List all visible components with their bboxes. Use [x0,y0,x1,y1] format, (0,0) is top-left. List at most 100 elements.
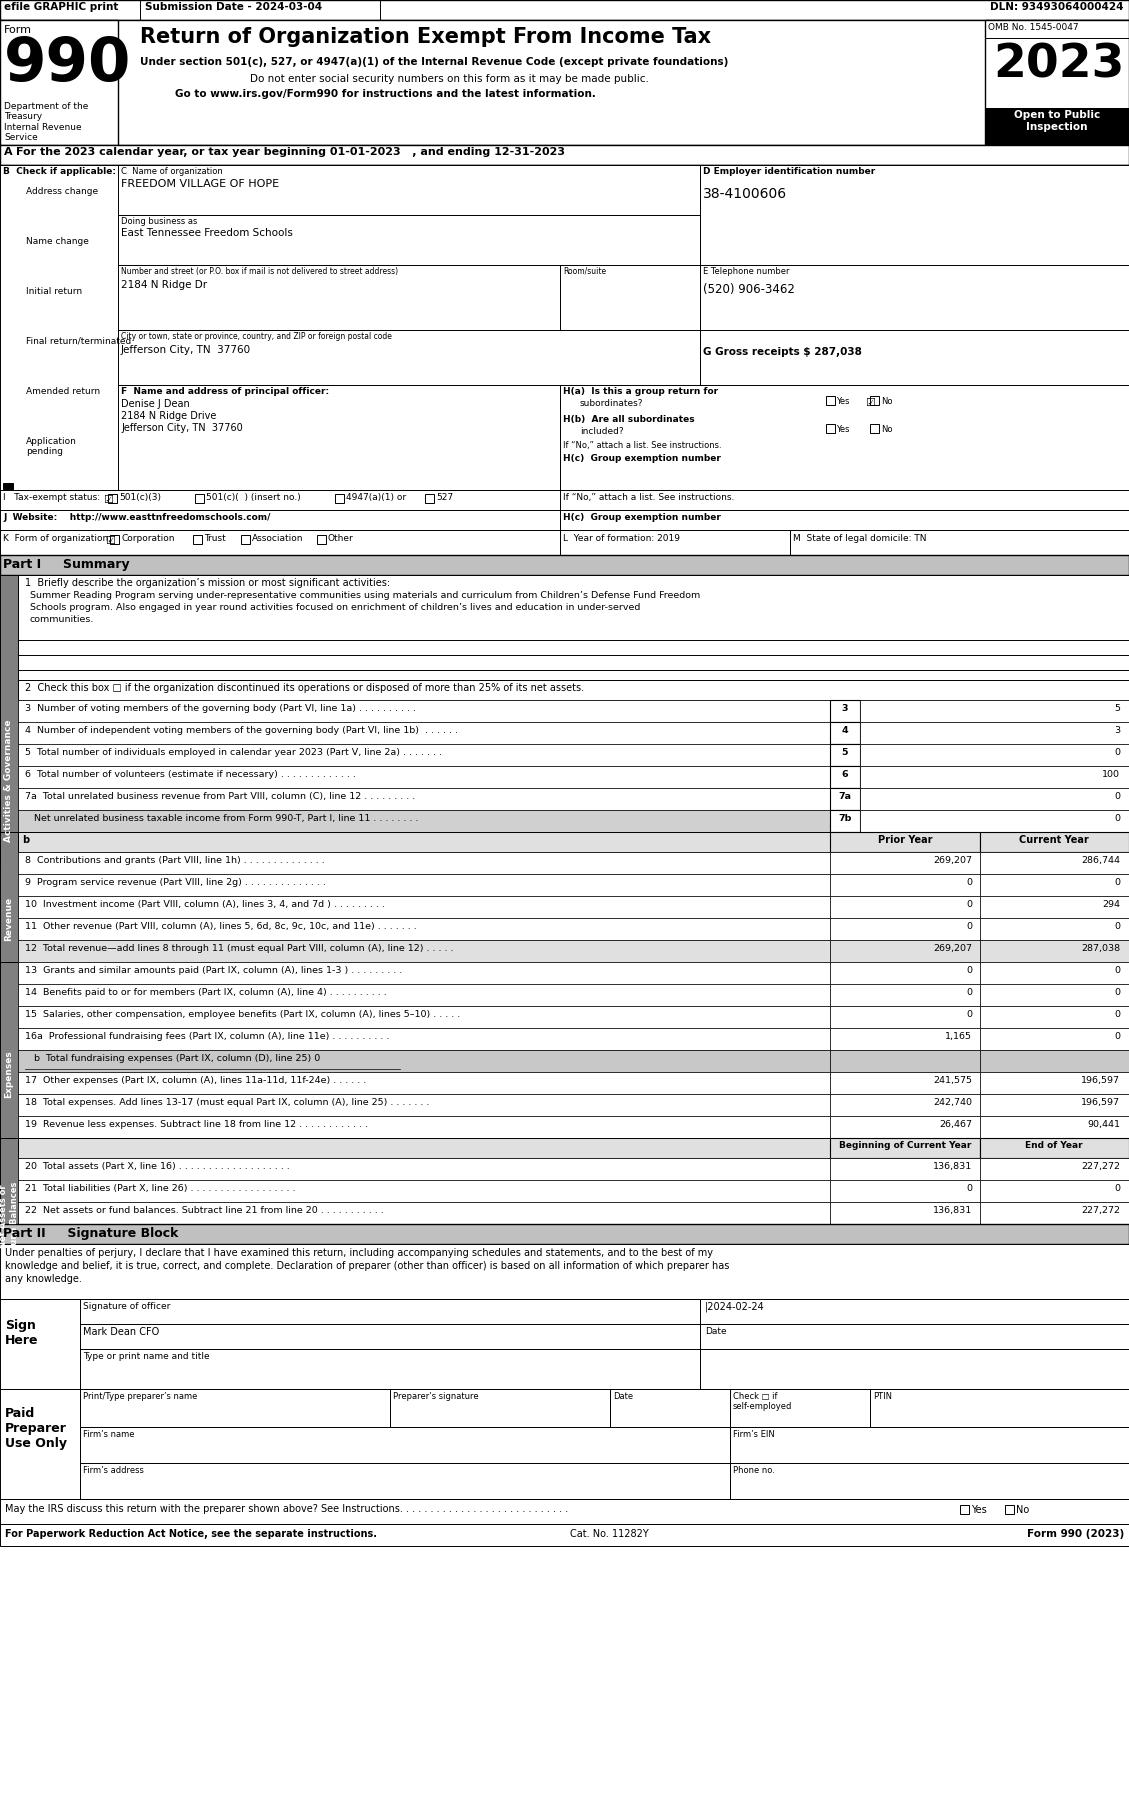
Text: Net unrelated business taxable income from Form 990-T, Part I, line 11 . . . . .: Net unrelated business taxable income fr… [25,815,419,824]
Bar [830,699,860,723]
Text: 0: 0 [966,1009,972,1018]
Bar [119,265,560,330]
Text: PTIN: PTIN [873,1391,892,1400]
Bar [18,1180,830,1202]
Bar [80,1463,730,1499]
Bar [980,874,1129,896]
Text: subordinates?: subordinates? [580,398,644,407]
Text: Jefferson City, TN  37760: Jefferson City, TN 37760 [121,344,251,355]
Text: Department of the
Treasury
Internal Revenue
Service: Department of the Treasury Internal Reve… [5,103,88,142]
Text: knowledge and belief, it is true, correct, and complete. Declaration of preparer: knowledge and belief, it is true, correc… [5,1261,729,1270]
Bar [830,1051,980,1072]
Text: Return of Organization Exempt From Income Tax: Return of Organization Exempt From Incom… [140,27,711,47]
Bar [984,108,1129,144]
Bar [870,423,879,432]
Bar [830,787,860,811]
Text: Mark Dean CFO: Mark Dean CFO [84,1326,159,1337]
Text: 196,597: 196,597 [1080,1097,1120,1106]
Text: 0: 0 [1114,987,1120,997]
Text: Trust: Trust [204,533,226,542]
Bar [18,575,1129,679]
Bar [390,1389,610,1427]
Text: Summer Reading Program serving under-representative communities using materials : Summer Reading Program serving under-rep… [30,591,700,600]
Bar [0,20,119,144]
Bar [830,1072,980,1094]
Text: Firm’s name: Firm’s name [84,1431,134,1440]
Text: 227,272: 227,272 [1080,1206,1120,1215]
Bar [0,144,1129,166]
Bar [0,1224,1129,1243]
Bar [700,265,1129,330]
Bar [980,941,1129,962]
Text: 0: 0 [1114,793,1120,802]
Text: DLN: 93493064000424: DLN: 93493064000424 [990,2,1124,13]
Bar [860,723,1129,744]
Bar [0,166,119,490]
Text: 0: 0 [1114,1009,1120,1018]
Bar [80,1389,390,1427]
Text: (520) 906-3462: (520) 906-3462 [703,283,795,296]
Bar [980,1180,1129,1202]
Text: Activities & Governance: Activities & Governance [5,721,14,843]
Text: Open to Public
Inspection: Open to Public Inspection [1014,110,1100,132]
Text: Beginning of Current Year: Beginning of Current Year [839,1141,971,1150]
Text: Part II     Signature Block: Part II Signature Block [3,1227,178,1240]
Bar [560,386,1129,490]
Text: Denise J Dean: Denise J Dean [121,398,190,409]
Bar [830,811,860,833]
Text: Corporation: Corporation [121,533,175,542]
Text: 0: 0 [966,878,972,887]
Text: 11  Other revenue (Part VIII, column (A), lines 5, 6d, 8c, 9c, 10c, and 11e) . .: 11 Other revenue (Part VIII, column (A),… [25,923,417,932]
Bar [830,1006,980,1027]
Text: Go to www.irs.gov/Form990 for instructions and the latest information.: Go to www.irs.gov/Form990 for instructio… [175,88,596,99]
Bar [18,833,830,852]
Text: Association: Association [252,533,304,542]
Bar [0,20,1129,144]
Text: b: b [21,834,29,845]
Text: 0: 0 [1114,1033,1120,1042]
Text: 7a  Total unrelated business revenue from Part VIII, column (C), line 12 . . . .: 7a Total unrelated business revenue from… [25,793,415,802]
Text: 26,467: 26,467 [939,1121,972,1130]
Text: 4: 4 [842,726,848,735]
Text: Prior Year: Prior Year [877,834,933,845]
Bar [18,699,830,723]
Bar [0,0,1129,20]
Text: Application
pending: Application pending [26,438,77,456]
Bar [980,852,1129,874]
Bar [830,962,980,984]
Bar [317,535,326,544]
Text: Type or print name and title: Type or print name and title [84,1352,210,1361]
Bar [830,1139,980,1159]
Bar [425,494,434,503]
Text: 4  Number of independent voting members of the governing body (Part VI, line 1b): 4 Number of independent voting members o… [25,726,458,735]
Text: Phone no.: Phone no. [733,1467,774,1476]
Bar [980,1139,1129,1159]
Text: Print/Type preparer’s name: Print/Type preparer’s name [84,1391,198,1400]
Text: No: No [881,425,893,434]
Text: 19  Revenue less expenses. Subtract line 18 from line 12 . . . . . . . . . . . .: 19 Revenue less expenses. Subtract line … [25,1121,368,1130]
Text: 286,744: 286,744 [1080,856,1120,865]
Text: Submission Date - 2024-03-04: Submission Date - 2024-03-04 [145,2,322,13]
Text: 0: 0 [966,966,972,975]
Text: 196,597: 196,597 [1080,1076,1120,1085]
Text: 15  Salaries, other compensation, employee benefits (Part IX, column (A), lines : 15 Salaries, other compensation, employe… [25,1009,461,1018]
Text: 501(c)(  ) (insert no.): 501(c)( ) (insert no.) [205,494,300,503]
Text: 2023: 2023 [994,41,1124,86]
Text: 136,831: 136,831 [933,1206,972,1215]
Text: included?: included? [580,427,623,436]
Text: 6: 6 [842,769,848,778]
Bar [560,265,700,330]
Bar [980,962,1129,984]
Text: F  Name and address of principal officer:: F Name and address of principal officer: [121,387,330,396]
Bar [3,483,14,488]
Text: Form: Form [5,25,32,34]
Bar [18,723,830,744]
Text: Do not enter social security numbers on this form as it may be made public.: Do not enter social security numbers on … [250,74,649,85]
Text: 0: 0 [966,899,972,908]
Bar [18,874,830,896]
Text: ☑: ☑ [865,398,875,407]
Bar [830,984,980,1006]
Text: Yes: Yes [971,1505,987,1515]
Text: 18  Total expenses. Add lines 13-17 (must equal Part IX, column (A), line 25) . : 18 Total expenses. Add lines 13-17 (must… [25,1097,429,1106]
Bar [119,214,700,265]
